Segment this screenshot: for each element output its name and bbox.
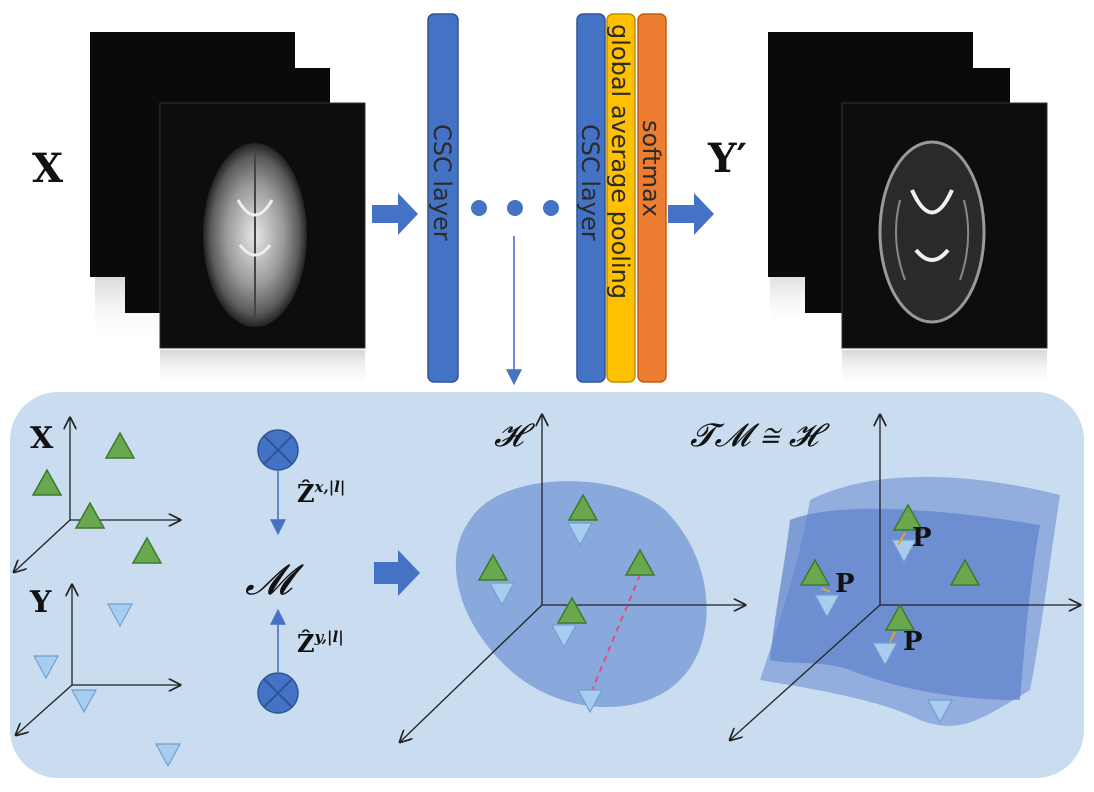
projection-label-2: P [835, 569, 855, 599]
input-slice-stack [90, 32, 366, 390]
x-samples [31, 431, 163, 564]
y-axes [16, 585, 180, 735]
layer-softmax-label: softmax [637, 120, 665, 217]
hilbert-blob [455, 481, 707, 708]
tangent-space-label: 𝓣𝓜 ≅ 𝓗 [690, 416, 830, 454]
output-label: Y′ [707, 135, 747, 182]
layer-gap-label: global average pooling [606, 24, 634, 299]
svg-text:Ẑx,|l|: Ẑx,|l| [297, 478, 345, 508]
z-x-operator [257, 429, 299, 471]
z-x-sup: x,|l| [314, 478, 346, 496]
arrow-to-hilbert [374, 550, 420, 596]
layer-csc-2-label: CSC layer [576, 124, 604, 241]
hilbert-samples-down [488, 522, 604, 714]
tangent-samples-up [799, 503, 981, 631]
output-slice-stack [768, 32, 1048, 390]
layer-csc-1-label: CSC layer [428, 124, 456, 241]
arrow-layers-to-output [668, 193, 714, 235]
svg-text:Ẑy,|l|: Ẑy,|l| [297, 628, 344, 658]
tangent-axes [730, 415, 1080, 740]
output-brain-image [878, 140, 986, 324]
z-y-operator [257, 672, 299, 714]
tangent-samples-down [813, 539, 954, 724]
input-label: X [32, 145, 63, 192]
layer-csc-2: CSC layer [576, 13, 606, 383]
y-space-label: Y [29, 585, 52, 620]
z-y-sup: y,|l| [314, 628, 344, 646]
z-y-label: Ẑ [297, 629, 315, 658]
layer-global-average-pooling: global average pooling [606, 13, 636, 383]
ellipsis-dots [471, 200, 559, 216]
layer-csc-1: CSC layer [427, 13, 459, 383]
projection-label-3: P [903, 627, 923, 657]
y-samples [32, 603, 182, 768]
x-space-label: X [30, 421, 54, 456]
projection-label-1: P [912, 523, 932, 553]
arrow-input-to-layers [372, 193, 418, 235]
hilbert-samples-up [477, 493, 656, 624]
z-x-label: Ẑ [297, 479, 315, 508]
layer-softmax: softmax [637, 13, 667, 383]
